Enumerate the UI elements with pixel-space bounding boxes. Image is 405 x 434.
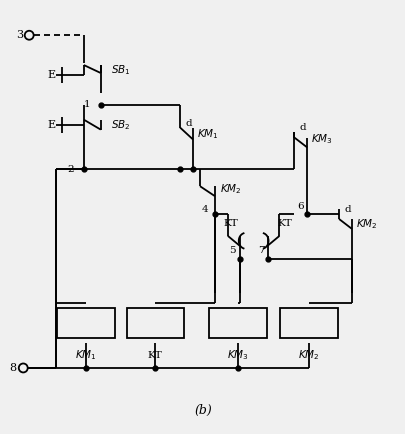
Bar [280,309,337,338]
Bar [57,309,114,338]
Text: $SB_2$: $SB_2$ [111,118,130,132]
Text: 5: 5 [229,246,236,255]
Text: $KM_2$: $KM_2$ [355,217,377,231]
Text: $KM_3$: $KM_3$ [311,133,332,146]
Text: KT: KT [223,220,238,228]
Text: $SB_1$: $SB_1$ [111,63,130,77]
Text: 7: 7 [258,246,264,255]
Text: $KM_2$: $KM_2$ [220,182,241,196]
Text: E: E [47,70,55,80]
Text: 8: 8 [10,363,17,373]
Bar [126,309,184,338]
Text: 6: 6 [296,201,303,210]
Text: E: E [47,120,55,130]
Bar [209,309,266,338]
Text: $KM_1$: $KM_1$ [75,348,96,362]
Text: (b): (b) [194,404,211,417]
Text: KT: KT [276,220,291,228]
Text: 4: 4 [201,204,207,214]
Text: 2: 2 [67,165,74,174]
Text: $KM_2$: $KM_2$ [298,348,319,362]
Text: 1: 1 [84,100,91,109]
Text: d: d [185,119,192,128]
Text: d: d [299,123,306,132]
Text: 3: 3 [16,30,23,40]
Text: d: d [344,204,350,214]
Text: $KM_1$: $KM_1$ [196,128,218,141]
Text: $KM_3$: $KM_3$ [226,348,248,362]
Text: KT: KT [147,351,162,359]
